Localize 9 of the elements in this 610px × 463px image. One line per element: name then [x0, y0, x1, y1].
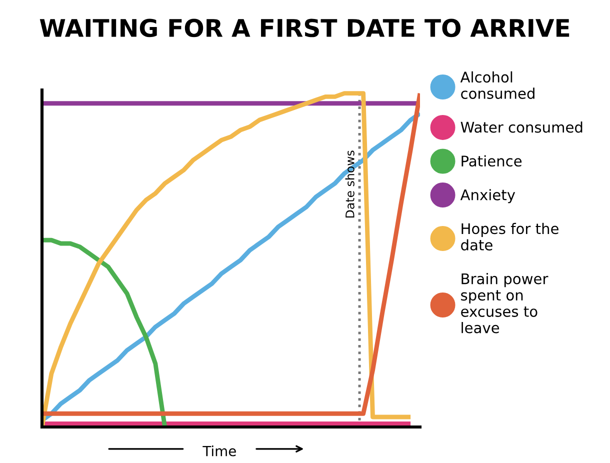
legend-label: Brain power spent on excuses to leave: [461, 273, 548, 334]
legend-label: Water consumed: [460, 121, 582, 133]
legend-label: Alcohol consumed: [460, 71, 534, 99]
annotation: Date shows: [345, 150, 354, 218]
legend-label: Hopes for the date: [461, 222, 558, 250]
chart-title: WAITING FOR A FIRST DATE TO ARRIVE: [40, 18, 570, 38]
legend-label: Patience: [462, 155, 522, 167]
legend-label: Anxiety: [460, 189, 516, 204]
x-axis-title: Time: [202, 446, 236, 456]
